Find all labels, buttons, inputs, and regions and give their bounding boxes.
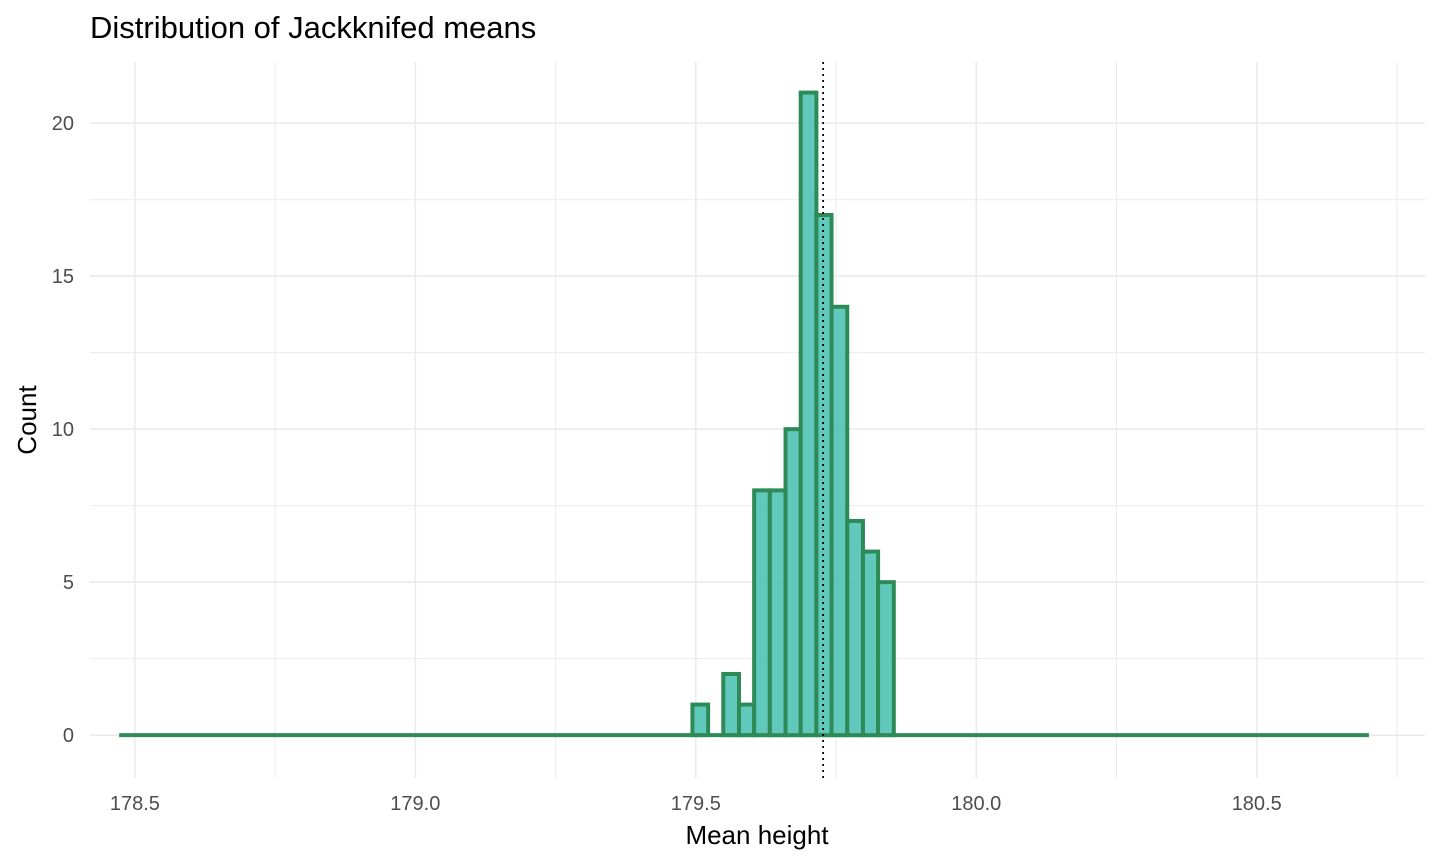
y-tick-label: 5	[63, 572, 74, 594]
chart-title: Distribution of Jackknifed means	[90, 10, 537, 45]
y-axis-title: Count	[12, 385, 42, 455]
histogram-bar	[829, 304, 850, 738]
histogram-bar	[845, 518, 865, 738]
x-tick-label: 178.5	[110, 793, 160, 815]
x-tick-label: 180.0	[951, 793, 1001, 815]
histogram-bar	[876, 580, 896, 738]
y-tick-label: 15	[52, 266, 74, 288]
x-axis-title: Mean height	[685, 820, 829, 850]
histogram-bar	[752, 488, 772, 738]
histogram-bar	[767, 488, 788, 738]
y-tick-label: 20	[52, 113, 74, 135]
x-axis-tick-labels: 178.5 179.0 179.5 180.0 180.5	[110, 793, 1282, 815]
histogram-bar	[690, 702, 711, 738]
histogram-bar	[783, 427, 803, 738]
histogram-bars	[690, 90, 896, 738]
x-tick-label: 180.5	[1232, 793, 1282, 815]
y-tick-label: 10	[52, 419, 74, 441]
y-tick-label: 0	[63, 725, 74, 747]
histogram-bar	[736, 702, 757, 738]
histogram-bar	[721, 671, 741, 738]
y-axis-tick-labels: 0 5 10 15 20	[52, 113, 74, 747]
histogram-bar	[798, 90, 819, 738]
histogram-bar	[860, 549, 881, 738]
x-tick-label: 179.5	[671, 793, 721, 815]
x-tick-label: 179.0	[390, 793, 440, 815]
